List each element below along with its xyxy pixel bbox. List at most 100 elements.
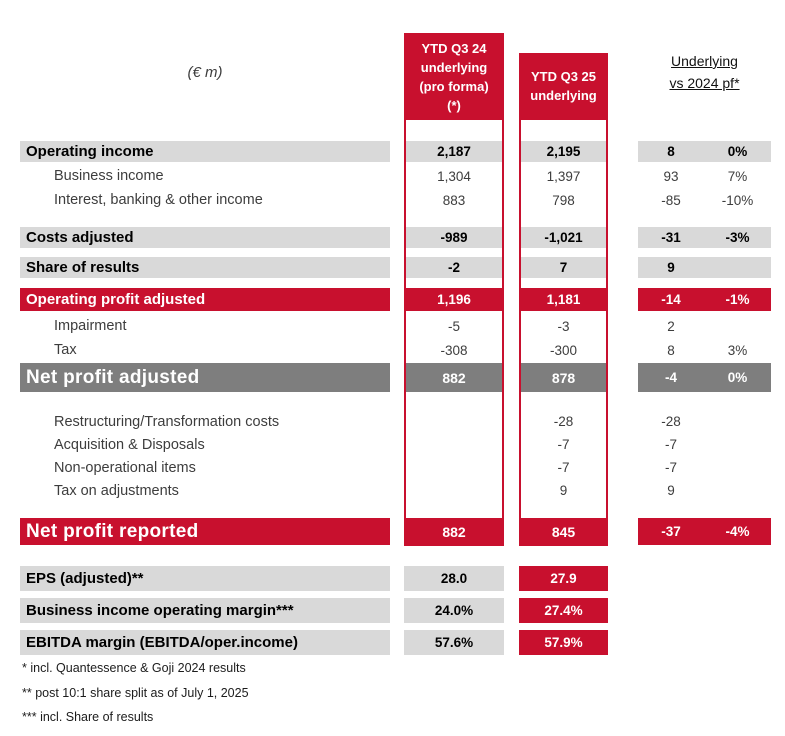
- footnote-3: *** incl. Share of results: [22, 710, 154, 724]
- header-line: YTD Q3 25: [530, 69, 597, 84]
- row-ebitda-margin: EBITDA margin (EBITDA/oper.income) 57.6%…: [0, 630, 785, 655]
- row-operating-income: Operating income 2,187 2,195 8 0%: [0, 141, 785, 162]
- cell-ytd-q3-24: [404, 411, 504, 432]
- cell-ytd-q3-24: 1,304: [437, 168, 471, 184]
- variance-abs: -31: [661, 230, 681, 245]
- variance-pct: [704, 434, 771, 455]
- cell-label: Costs adjusted: [20, 227, 390, 248]
- variance-pct: 7%: [727, 168, 748, 184]
- cell-variance: 93 7%: [638, 165, 771, 187]
- row-business-income-operating-margin: Business income operating margin*** 24.0…: [0, 598, 785, 623]
- cell-ytd-q3-24: 882: [404, 518, 504, 545]
- row-tax: Tax -308 -300 8 3%: [0, 339, 785, 361]
- cell-ytd-q3-24: [404, 434, 504, 455]
- row-tax-on-adjustments: Tax on adjustments 9 9: [0, 480, 785, 501]
- variance-pct: [704, 457, 771, 478]
- cell-ytd-q3-24: -5: [447, 318, 460, 334]
- cell-ytd-q3-24: 1,196: [404, 288, 504, 311]
- cell-ytd-q3-25: -28: [553, 414, 574, 429]
- cell-ytd-q3-25: 845: [519, 518, 608, 545]
- unit-label: (€ m): [187, 64, 223, 81]
- row-non-operational-items: Non-operational items -7 -7: [0, 457, 785, 478]
- cell-ytd-q3-25: -7: [557, 460, 570, 475]
- cell-variance: 8 3%: [638, 339, 771, 361]
- header-line: vs 2024 pf*: [669, 75, 740, 91]
- cell-ytd-q3-25: 2,195: [519, 141, 608, 162]
- footnote-1: * incl. Quantessence & Goji 2024 results: [22, 661, 246, 675]
- header-line: (*): [447, 98, 461, 113]
- cell-ytd-q3-25: 878: [519, 363, 608, 392]
- cell-ytd-q3-24: 2,187: [404, 141, 504, 162]
- column-header-ytd-q3-24: YTD Q3 24 underlying (pro forma) (*): [404, 33, 504, 120]
- variance-pct: 0%: [727, 144, 748, 159]
- cell-label: EPS (adjusted)**: [20, 566, 390, 591]
- footnote-2: ** post 10:1 share split as of July 1, 2…: [22, 686, 249, 700]
- cell-ytd-q3-24: [404, 457, 504, 478]
- cell-label: Operating profit adjusted: [20, 288, 390, 311]
- column-header-variance: Underlying vs 2024 pf*: [638, 50, 771, 94]
- cell-ytd-q3-25: -1,021: [519, 227, 608, 248]
- cell-variance: -37 -4%: [638, 518, 771, 545]
- cell-ytd-q3-24: -2: [404, 257, 504, 278]
- row-interest-banking-other-income: Interest, banking & other income 883 798…: [0, 189, 785, 211]
- cell-label: Business income operating margin***: [20, 598, 390, 623]
- cell-variance: -7: [638, 457, 771, 478]
- row-net-profit-adjusted: Net profit adjusted 882 878 -4 0%: [0, 363, 785, 392]
- cell-label: Acquisition & Disposals: [54, 436, 205, 453]
- cell-ytd-q3-24: 24.0%: [404, 598, 504, 623]
- cell-ytd-q3-25: -7: [557, 437, 570, 452]
- row-net-profit-reported: Net profit reported 882 845 -37 -4%: [0, 518, 785, 545]
- variance-pct: -10%: [721, 192, 754, 208]
- cell-label: Net profit reported: [20, 518, 390, 545]
- cell-variance: -4 0%: [638, 363, 771, 392]
- cell-ytd-q3-24: -989: [404, 227, 504, 248]
- cell-ytd-q3-25: 27.4%: [519, 598, 608, 623]
- variance-pct: 0%: [727, 370, 748, 385]
- cell-ytd-q3-25: -3: [557, 318, 570, 334]
- cell-label: EBITDA margin (EBITDA/oper.income): [20, 630, 390, 655]
- variance-pct: [704, 257, 771, 278]
- cell-variance: -31 -3%: [638, 227, 771, 248]
- cell-ytd-q3-24: 882: [404, 363, 504, 392]
- cell-variance: -28: [638, 411, 771, 432]
- variance-pct: 3%: [727, 342, 748, 358]
- cell-ytd-q3-24: [404, 480, 504, 501]
- variance-abs: 9: [667, 483, 675, 498]
- cell-ytd-q3-24: 883: [442, 192, 466, 208]
- cell-label: Non-operational items: [54, 459, 196, 476]
- cell-label: Interest, banking & other income: [54, 192, 263, 208]
- variance-pct: [704, 480, 771, 501]
- row-eps-adjusted: EPS (adjusted)** 28.0 27.9: [0, 566, 785, 591]
- row-costs-adjusted: Costs adjusted -989 -1,021 -31 -3%: [0, 227, 785, 248]
- cell-label: Restructuring/Transformation costs: [54, 413, 280, 430]
- row-operating-profit-adjusted: Operating profit adjusted 1,196 1,181 -1…: [0, 288, 785, 311]
- variance-abs: 9: [667, 260, 675, 275]
- cell-ytd-q3-25: 1,397: [546, 168, 581, 184]
- cell-ytd-q3-25: 27.9: [519, 566, 608, 591]
- row-acquisition-disposals: Acquisition & Disposals -7 -7: [0, 434, 785, 455]
- header-line: (pro forma): [419, 79, 489, 94]
- variance-abs: -4: [664, 370, 677, 385]
- row-share-of-results: Share of results -2 7 9: [0, 257, 785, 278]
- cell-ytd-q3-25: 9: [559, 483, 568, 498]
- cell-ytd-q3-25: 1,181: [519, 288, 608, 311]
- variance-abs: -14: [661, 292, 681, 307]
- variance-abs: 8: [667, 144, 675, 159]
- header-line: YTD Q3 24: [421, 41, 487, 56]
- cell-variance: -14 -1%: [638, 288, 771, 311]
- cell-variance: -85 -10%: [638, 189, 771, 211]
- cell-label: Tax: [54, 342, 77, 358]
- cell-ytd-q3-25: -300: [549, 342, 578, 358]
- variance-abs: -37: [661, 524, 681, 539]
- header-line: underlying: [420, 60, 488, 75]
- cell-ytd-q3-24: 28.0: [404, 566, 504, 591]
- variance-abs: -7: [664, 437, 677, 452]
- cell-label: Share of results: [20, 257, 390, 278]
- cell-ytd-q3-25: 798: [552, 192, 575, 208]
- cell-ytd-q3-25: 7: [519, 257, 608, 278]
- variance-abs: -7: [664, 460, 677, 475]
- cell-variance: -7: [638, 434, 771, 455]
- cell-ytd-q3-25: 57.9%: [519, 630, 608, 655]
- variance-abs: -85: [661, 192, 681, 208]
